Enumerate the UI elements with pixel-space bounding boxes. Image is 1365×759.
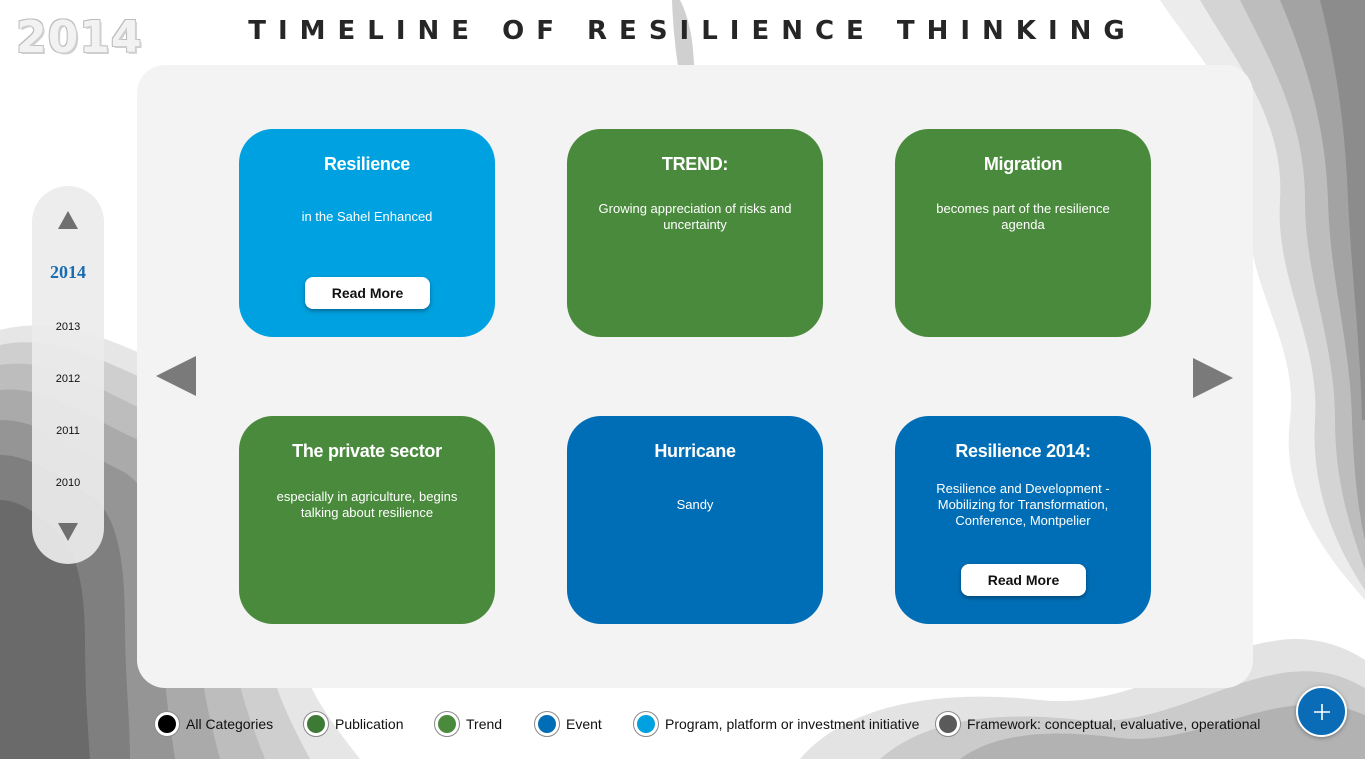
add-button[interactable]	[1296, 686, 1347, 737]
legend-event[interactable]: Event	[534, 711, 602, 737]
card-title: The private sector	[292, 441, 442, 461]
legend-framework[interactable]: Framework: conceptual, evaluative, opera…	[935, 711, 1260, 737]
year-item-2013[interactable]: 2013	[55, 321, 81, 333]
card-body: especially in agriculture, begins talkin…	[276, 489, 458, 520]
legend-dot-icon	[534, 711, 560, 737]
year-watermark: 2014	[16, 12, 143, 63]
legend-program[interactable]: Program, platform or investment initiati…	[633, 711, 919, 737]
timeline-card[interactable]: The private sector especially in agricul…	[239, 416, 495, 624]
legend-label: Program, platform or investment initiati…	[665, 716, 920, 732]
year-item-2012[interactable]: 2012	[55, 373, 81, 385]
card-title: Resilience	[323, 154, 411, 174]
legend-publication[interactable]: Publication	[303, 711, 404, 737]
year-item-2010[interactable]: 2010	[55, 477, 81, 489]
page-title: TIMELINE OF RESILIENCE THINKING	[248, 16, 1137, 46]
triangle-up-icon[interactable]	[57, 209, 79, 231]
timeline-card[interactable]: Migration becomes part of the resilience…	[895, 129, 1151, 337]
legend-label: Publication	[335, 716, 404, 732]
triangle-down-icon[interactable]	[57, 521, 79, 543]
timeline-card[interactable]: TREND: Growing appreciation of risks and…	[567, 129, 823, 337]
read-more-button[interactable]: Read More	[961, 564, 1086, 596]
legend-dot-icon	[434, 711, 460, 737]
timeline-card[interactable]: Resilience 2014: Resilience and Developm…	[895, 416, 1151, 624]
card-title: Migration	[983, 154, 1063, 174]
card-title: Hurricane	[654, 441, 736, 461]
year-selector	[32, 186, 104, 564]
timeline-card[interactable]: Resilience in the Sahel Enhanced Read Mo…	[239, 129, 495, 337]
plus-icon	[1313, 703, 1330, 720]
triangle-right-icon[interactable]	[1191, 356, 1235, 400]
year-current: 2014	[50, 262, 86, 282]
legend-dot-icon	[935, 711, 961, 737]
legend-label: Framework: conceptual, evaluative, opera…	[967, 716, 1261, 732]
card-body: becomes part of the resilience agenda	[936, 201, 1110, 232]
card-title: Resilience 2014:	[955, 441, 1091, 461]
legend-trend[interactable]: Trend	[434, 711, 502, 737]
timeline-card[interactable]: Hurricane Sandy	[567, 416, 823, 624]
card-title: TREND:	[661, 154, 729, 174]
legend-dot-icon	[303, 711, 329, 737]
legend-label: Trend	[466, 716, 503, 732]
card-body: Growing appreciation of risks and uncert…	[598, 201, 792, 232]
read-more-button[interactable]: Read More	[305, 277, 430, 309]
year-item-2011[interactable]: 2011	[56, 425, 80, 437]
card-body: in the Sahel Enhanced	[301, 209, 433, 224]
card-body: Sandy	[676, 497, 714, 512]
legend-all-categories[interactable]: All Categories	[154, 711, 273, 737]
legend-label: Event	[566, 716, 602, 732]
triangle-left-icon[interactable]	[154, 354, 198, 398]
legend-dot-icon	[633, 711, 659, 737]
legend-label: All Categories	[186, 716, 274, 732]
card-body: Resilience and Development - Mobilizing …	[936, 481, 1110, 528]
legend-dot-icon	[154, 711, 180, 737]
